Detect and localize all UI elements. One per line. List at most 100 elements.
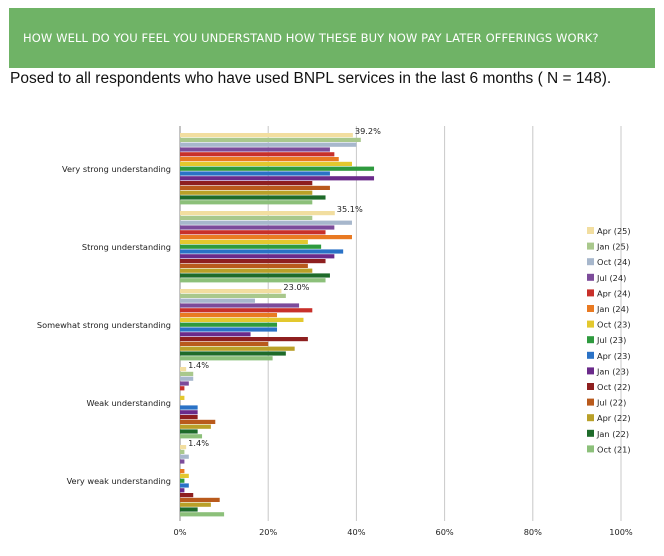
question-banner: HOW WELL DO YOU FEEL YOU UNDERSTAND HOW … (9, 8, 655, 68)
bar (180, 244, 322, 249)
legend-label: Oct (22) (597, 382, 631, 392)
legend-label: Oct (24) (597, 257, 631, 267)
bar (180, 133, 353, 138)
bar (180, 469, 185, 474)
bar (180, 454, 189, 459)
bar (180, 211, 335, 216)
legend-label: Jul (22) (596, 398, 626, 408)
bar (180, 341, 269, 346)
bar (180, 249, 344, 254)
legend-swatch (587, 242, 594, 250)
legend-label: Apr (23) (597, 351, 631, 361)
category-label: Very weak understanding (67, 476, 171, 486)
bar (180, 225, 335, 230)
bar (180, 332, 251, 337)
bar (180, 303, 300, 308)
bar (180, 381, 189, 386)
bar (180, 497, 220, 502)
bar (180, 488, 185, 493)
bar (180, 137, 361, 142)
bar (180, 376, 194, 381)
bar (180, 434, 203, 439)
category-label: Weak understanding (86, 398, 171, 408)
bar (180, 356, 273, 361)
legend-label: Oct (21) (597, 444, 631, 454)
legend-swatch (587, 336, 594, 344)
bar (180, 337, 308, 342)
bar (180, 254, 335, 259)
bar (180, 327, 278, 332)
bar (180, 293, 286, 298)
legend-label: Oct (23) (597, 320, 631, 330)
bar (180, 190, 313, 195)
bar (180, 410, 198, 415)
legend-swatch (587, 273, 594, 281)
data-label: 35.1% (337, 204, 363, 214)
data-label: 39.2% (355, 126, 381, 136)
bar (180, 371, 194, 376)
legend-swatch (587, 227, 594, 234)
bar (180, 181, 313, 186)
bar (180, 259, 326, 264)
legend-swatch (587, 398, 594, 406)
bar (180, 449, 185, 454)
x-tick-label: 0% (174, 527, 187, 537)
bar (180, 507, 198, 512)
legend-label: Jan (25) (596, 242, 629, 252)
bar (180, 367, 187, 372)
bar (180, 161, 352, 166)
bar (180, 459, 185, 464)
legend-label: Jul (23) (596, 335, 626, 345)
legend-label: Jan (22) (596, 429, 629, 439)
data-label: 1.4% (188, 438, 209, 448)
category-label: Somewhat strong understanding (37, 320, 171, 330)
bar (180, 147, 330, 152)
bar (180, 483, 189, 488)
legend-label: Jan (24) (596, 304, 629, 314)
bar (180, 512, 225, 517)
data-label: 23.0% (283, 282, 309, 292)
legend-swatch (587, 367, 594, 375)
bar (180, 263, 308, 268)
bar (180, 278, 326, 283)
bar (180, 273, 330, 278)
bar (180, 195, 326, 200)
bar (180, 308, 313, 313)
bar (180, 171, 330, 176)
legend-label: Apr (25) (597, 226, 631, 236)
legend-swatch (587, 414, 594, 422)
bar (180, 478, 185, 483)
bar (180, 230, 326, 235)
bar (180, 220, 352, 225)
bar (180, 235, 352, 240)
bar (180, 176, 375, 181)
bar (180, 346, 295, 351)
x-tick-label: 80% (524, 527, 542, 537)
bar (180, 395, 185, 400)
data-label: 1.4% (188, 360, 209, 370)
bar (180, 215, 313, 220)
legend-label: Jan (23) (596, 366, 629, 376)
bar (180, 313, 278, 318)
legend-swatch (587, 351, 594, 359)
bar (180, 405, 198, 410)
bar (180, 419, 216, 424)
question-title: HOW WELL DO YOU FEEL YOU UNDERSTAND HOW … (23, 31, 599, 45)
legend-swatch (587, 320, 594, 328)
x-tick-label: 40% (347, 527, 365, 537)
legend-swatch (587, 445, 594, 453)
bar (180, 415, 198, 420)
bar (180, 298, 255, 303)
legend-swatch (587, 258, 594, 266)
bar (180, 268, 313, 273)
bar (180, 386, 185, 391)
legend-swatch (587, 289, 594, 297)
legend-swatch (587, 429, 594, 437)
legend-label: Apr (24) (597, 288, 631, 298)
x-tick-label: 60% (435, 527, 453, 537)
bar (180, 289, 282, 294)
legend-label: Apr (22) (597, 413, 631, 423)
bar (180, 473, 189, 478)
bar (180, 142, 357, 147)
